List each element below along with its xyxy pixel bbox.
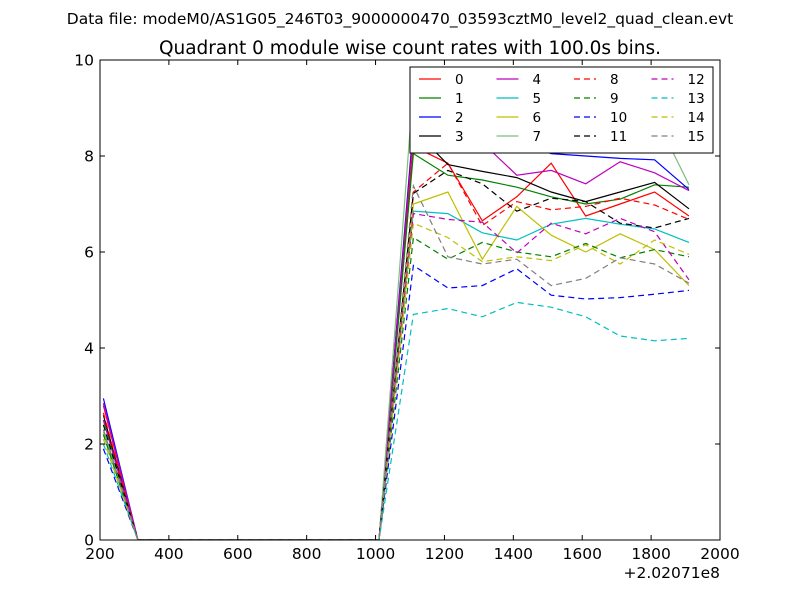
x-tick-label: 2000	[700, 545, 739, 563]
legend-label-15: 15	[688, 129, 705, 145]
legend-label-6: 6	[533, 110, 542, 126]
legend-label-2: 2	[455, 110, 464, 126]
y-tick-label: 8	[84, 148, 94, 166]
legend-label-5: 5	[533, 91, 542, 107]
x-offset-label: +2.02071e8	[624, 564, 720, 582]
series-line-10	[102, 264, 690, 540]
x-tick-label: 200	[85, 545, 115, 563]
legend-label-3: 3	[455, 129, 464, 145]
legend-label-11: 11	[610, 129, 627, 145]
legend-box	[409, 66, 714, 154]
series-line-15	[102, 183, 690, 540]
legend-label-9: 9	[610, 91, 619, 107]
legend-label-13: 13	[688, 91, 705, 107]
x-tick-label: 1400	[494, 545, 533, 563]
series-line-1	[102, 152, 690, 540]
x-tick-label: 1600	[562, 545, 601, 563]
x-tick-label: 600	[223, 545, 253, 563]
x-tick-label: 1200	[425, 545, 464, 563]
series-line-9	[102, 236, 690, 540]
x-tick-label: 400	[154, 545, 184, 563]
y-tick-label: 2	[84, 436, 94, 454]
plot-area: 200 400 600 800 1000 1200 1400 1600 1800 2000 0 2 4 6…	[74, 52, 739, 564]
y-tick-label: 0	[84, 532, 94, 550]
chart-title: Quadrant 0 module wise count rates with …	[159, 38, 661, 59]
legend-label-4: 4	[533, 72, 542, 88]
legend-label-12: 12	[688, 72, 705, 88]
legend-label-1: 1	[455, 91, 464, 107]
x-tick-label: 1800	[631, 545, 670, 563]
y-tick-label: 6	[84, 244, 94, 262]
y-tick-label: 10	[74, 52, 94, 70]
legend-label-0: 0	[455, 72, 464, 88]
legend-label-14: 14	[688, 110, 705, 126]
x-tick-label: 800	[292, 545, 322, 563]
series-line-4	[102, 131, 690, 540]
file-header: Data file: modeM0/AS1G05_246T03_90000004…	[67, 10, 733, 29]
y-tick-label: 4	[84, 340, 94, 358]
legend-label-7: 7	[533, 129, 542, 145]
legend-label-10: 10	[610, 110, 627, 126]
x-tick-label: 1000	[356, 545, 395, 563]
axes-frame	[99, 59, 721, 541]
legend-label-8: 8	[610, 72, 619, 88]
